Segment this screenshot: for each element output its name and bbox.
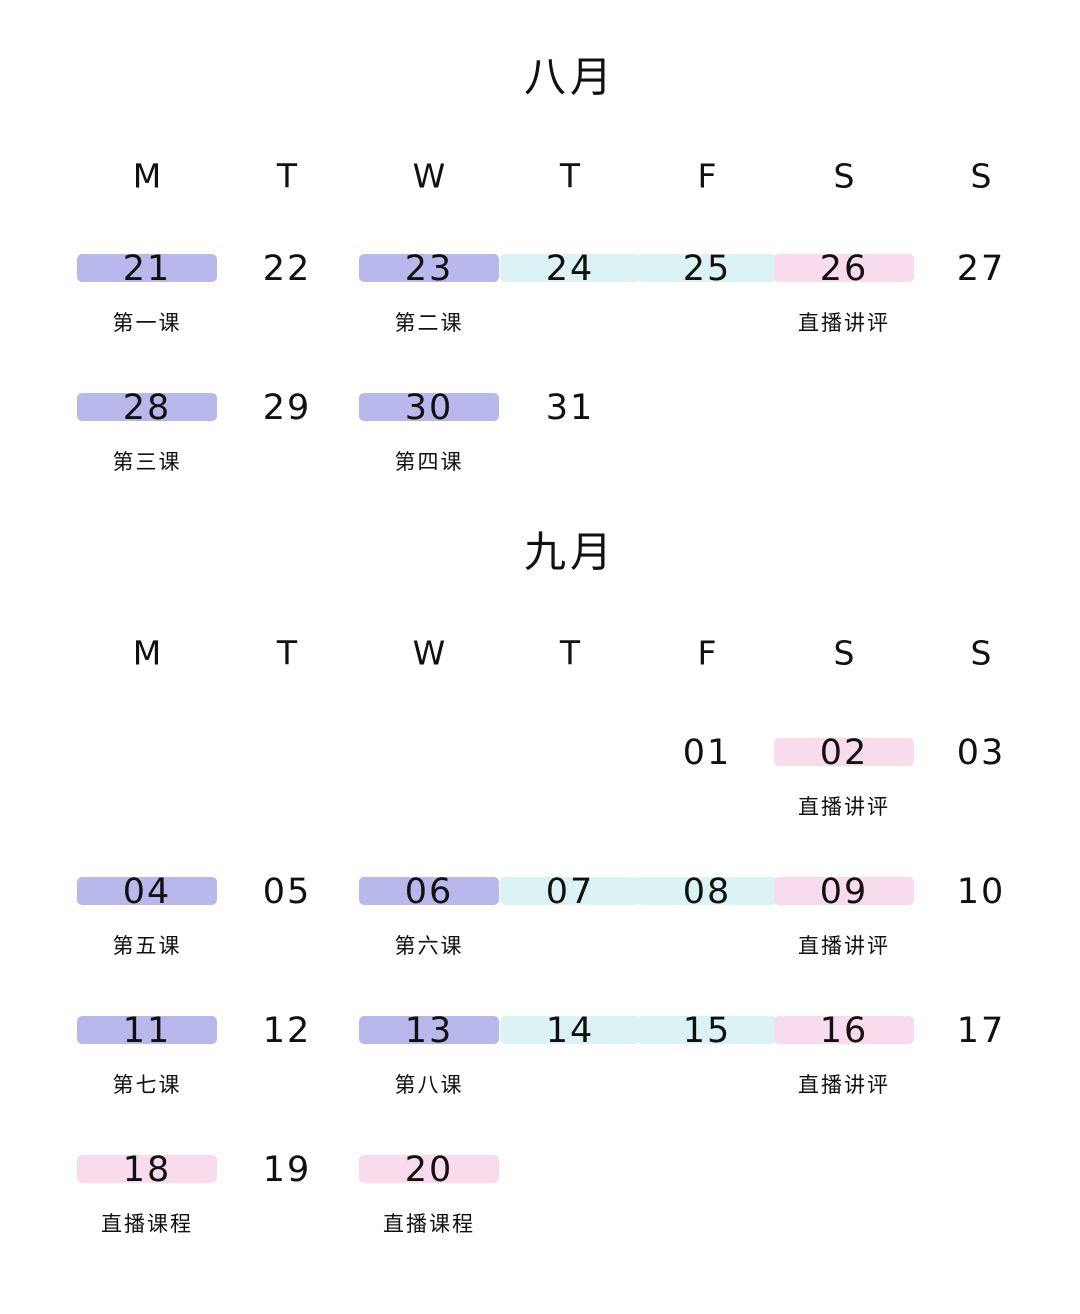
day-highlight	[77, 393, 217, 421]
weekday: M	[133, 634, 161, 673]
weekday: M	[133, 157, 161, 196]
day-number: 19	[263, 1150, 312, 1190]
day-highlight	[359, 254, 499, 282]
weekday: T	[276, 634, 298, 673]
day-number: 22	[263, 249, 312, 289]
day-number: 01	[683, 733, 732, 773]
weekday: T	[559, 157, 581, 196]
day-number: 10	[957, 872, 1006, 912]
day-number: 17	[957, 1011, 1006, 1051]
day-number: 03	[957, 733, 1006, 773]
day-number: 20	[405, 1150, 454, 1190]
day-note: 第五课	[113, 934, 182, 958]
day-number: 25	[683, 249, 732, 289]
weekday: T	[276, 157, 298, 196]
weekday: S	[834, 634, 855, 673]
weekday: T	[559, 634, 581, 673]
day-number: 31	[546, 388, 595, 428]
day-number: 29	[263, 388, 312, 428]
day-highlight	[500, 1016, 640, 1044]
day-number: 07	[546, 872, 595, 912]
day-number: 23	[405, 249, 454, 289]
day-number: 26	[820, 249, 869, 289]
day-number: 06	[405, 872, 454, 912]
day-highlight	[359, 877, 499, 905]
day-note: 第一课	[113, 311, 182, 335]
weekday: S	[834, 157, 855, 196]
day-note: 直播讲评	[798, 311, 890, 335]
month-title: 九月	[524, 528, 616, 577]
day-number: 24	[546, 249, 595, 289]
day-note: 第八课	[395, 1073, 464, 1097]
day-highlight	[774, 254, 914, 282]
day-highlight	[359, 1016, 499, 1044]
day-number: 08	[683, 872, 732, 912]
day-note: 第二课	[395, 311, 464, 335]
day-number: 28	[123, 388, 172, 428]
day-highlight	[500, 254, 640, 282]
day-highlight	[637, 254, 777, 282]
day-highlight	[77, 254, 217, 282]
day-number: 05	[263, 872, 312, 912]
day-note: 直播讲评	[798, 795, 890, 819]
day-highlight	[77, 877, 217, 905]
weekday: F	[698, 634, 717, 673]
day-highlight	[500, 877, 640, 905]
day-number: 21	[123, 249, 172, 289]
day-number: 15	[683, 1011, 732, 1051]
day-highlight	[774, 1016, 914, 1044]
day-number: 18	[123, 1150, 172, 1190]
day-number: 16	[820, 1011, 869, 1051]
month-title: 八月	[524, 53, 616, 102]
weekday: F	[698, 157, 717, 196]
day-note: 直播讲评	[798, 1073, 890, 1097]
day-number: 12	[263, 1011, 312, 1051]
day-note: 直播课程	[383, 1212, 475, 1236]
day-number: 02	[820, 733, 869, 773]
day-note: 直播课程	[101, 1212, 193, 1236]
day-highlight	[637, 877, 777, 905]
weekday: W	[413, 634, 446, 673]
day-number: 30	[405, 388, 454, 428]
weekday: S	[971, 634, 992, 673]
day-note: 第七课	[113, 1073, 182, 1097]
day-highlight	[774, 877, 914, 905]
day-number: 14	[546, 1011, 595, 1051]
day-highlight	[637, 1016, 777, 1044]
day-highlight	[77, 1155, 217, 1183]
day-highlight	[359, 1155, 499, 1183]
weekday: W	[413, 157, 446, 196]
day-note: 直播讲评	[798, 934, 890, 958]
day-highlight	[774, 738, 914, 766]
day-number: 04	[123, 872, 172, 912]
day-highlight	[77, 1016, 217, 1044]
weekday: S	[971, 157, 992, 196]
day-number: 11	[123, 1011, 172, 1051]
day-number: 27	[957, 249, 1006, 289]
day-note: 第四课	[395, 450, 464, 474]
day-number: 09	[820, 872, 869, 912]
day-number: 13	[405, 1011, 454, 1051]
day-note: 第三课	[113, 450, 182, 474]
day-note: 第六课	[395, 934, 464, 958]
day-highlight	[359, 393, 499, 421]
